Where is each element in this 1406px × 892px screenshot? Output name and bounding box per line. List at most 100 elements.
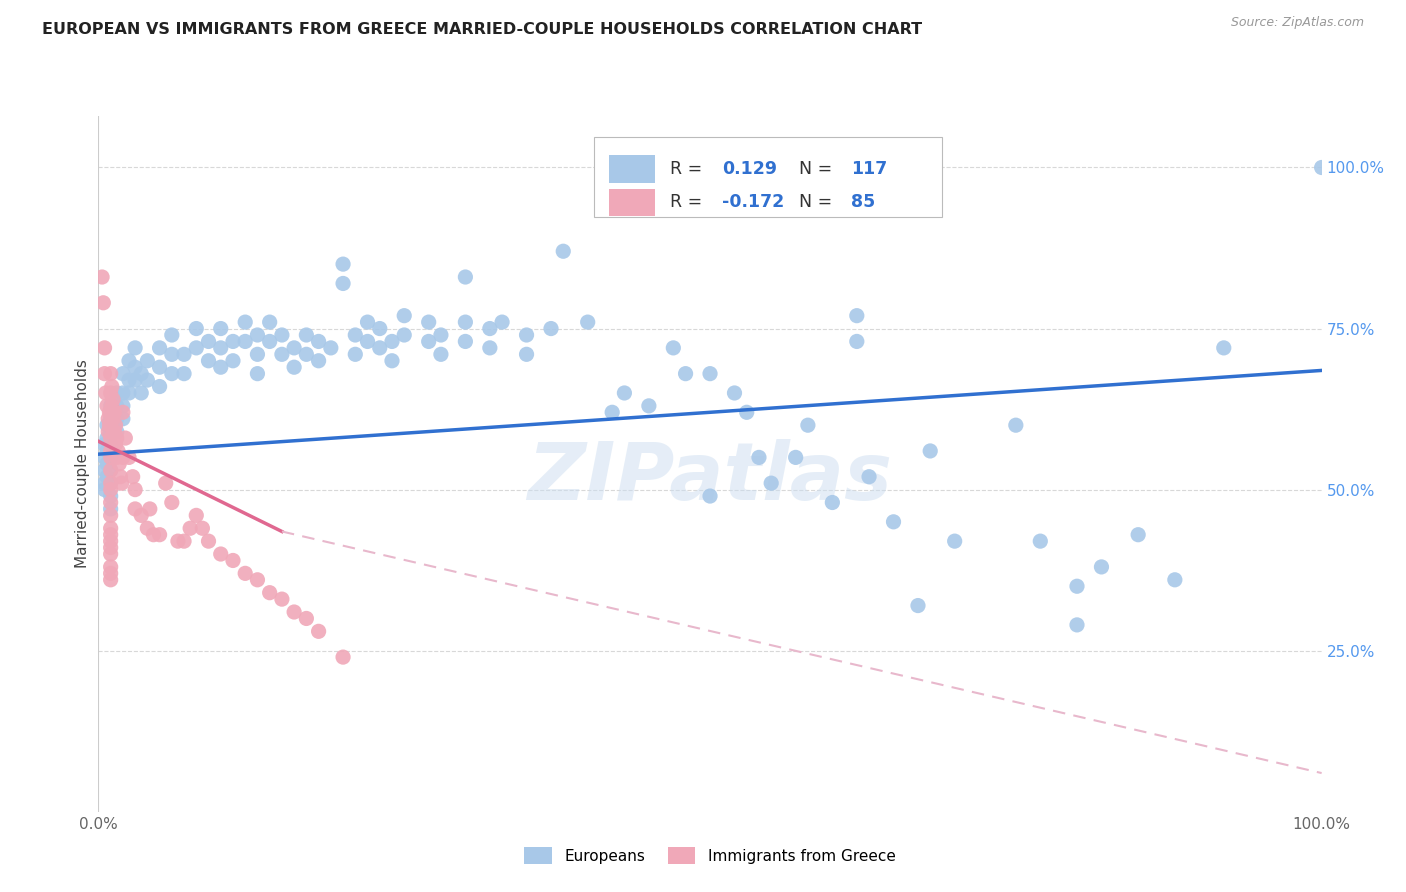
Point: [100, 534, 122, 549]
Point: [233, 334, 256, 349]
Point: [100, 541, 122, 555]
Point: [124, 373, 146, 387]
Text: R =: R =: [669, 160, 707, 178]
Point: [114, 431, 136, 445]
Point: [392, 328, 416, 343]
Point: [111, 399, 134, 413]
Point: [93, 450, 115, 465]
Point: [1066, 579, 1088, 593]
Point: [270, 328, 294, 343]
Point: [100, 411, 122, 425]
Point: [454, 334, 477, 349]
Point: [454, 270, 477, 285]
Point: [100, 489, 122, 503]
Point: [100, 437, 122, 451]
Point: [93, 341, 115, 355]
Point: [96, 457, 118, 471]
Point: [104, 437, 127, 451]
Point: [209, 321, 232, 335]
Point: [883, 515, 905, 529]
Point: [270, 592, 294, 607]
Point: [118, 386, 141, 401]
Point: [167, 534, 190, 549]
Point: [107, 444, 129, 458]
Point: [209, 360, 232, 375]
Point: [110, 469, 132, 483]
Point: [761, 476, 783, 491]
Point: [308, 334, 330, 349]
Point: [139, 502, 162, 516]
Legend: Europeans, Immigrants from Greece: Europeans, Immigrants from Greece: [519, 841, 901, 871]
Point: [160, 347, 183, 361]
Point: [259, 334, 281, 349]
Point: [356, 334, 378, 349]
Point: [149, 341, 172, 355]
Point: [295, 328, 318, 343]
Point: [105, 386, 128, 401]
Point: [723, 386, 745, 401]
Point: [100, 367, 122, 381]
Point: [101, 379, 124, 393]
Point: [246, 347, 269, 361]
Point: [111, 405, 134, 419]
Text: ZIPatlas: ZIPatlas: [527, 439, 893, 516]
Point: [173, 367, 195, 381]
Point: [91, 295, 114, 310]
Point: [515, 347, 537, 361]
Point: [100, 527, 122, 541]
Point: [478, 321, 501, 335]
Point: [100, 450, 122, 465]
FancyBboxPatch shape: [609, 188, 655, 217]
Point: [94, 386, 117, 401]
Point: [100, 450, 122, 465]
Point: [1212, 341, 1234, 355]
Point: [332, 650, 354, 665]
Point: [638, 399, 661, 413]
Point: [101, 411, 124, 425]
Point: [209, 341, 232, 355]
Point: [105, 450, 128, 465]
Point: [186, 508, 208, 523]
Point: [100, 502, 122, 516]
Point: [93, 463, 115, 477]
Point: [197, 353, 219, 368]
Point: [173, 347, 195, 361]
Point: [100, 566, 122, 581]
Point: [93, 483, 115, 497]
Point: [295, 347, 318, 361]
Point: [259, 585, 281, 599]
Point: [186, 341, 208, 355]
Point: [100, 405, 122, 419]
Point: [478, 341, 501, 355]
Point: [233, 566, 256, 581]
Point: [209, 547, 232, 561]
Point: [308, 353, 330, 368]
Point: [100, 418, 122, 433]
Point: [845, 334, 868, 349]
Point: [735, 405, 758, 419]
Point: [104, 418, 127, 433]
Point: [246, 328, 269, 343]
Text: R =: R =: [669, 194, 707, 211]
Point: [101, 392, 124, 407]
Point: [283, 341, 305, 355]
Point: [576, 315, 599, 329]
Point: [111, 476, 134, 491]
Text: Source: ZipAtlas.com: Source: ZipAtlas.com: [1230, 16, 1364, 29]
Point: [1310, 161, 1333, 175]
Y-axis label: Married-couple Households: Married-couple Households: [75, 359, 90, 568]
Point: [100, 476, 122, 491]
Point: [233, 315, 256, 329]
Point: [186, 321, 208, 335]
Point: [100, 386, 122, 401]
Point: [368, 341, 391, 355]
Point: [1090, 560, 1112, 574]
Point: [118, 373, 141, 387]
Point: [149, 379, 172, 393]
Point: [129, 367, 152, 381]
Point: [100, 508, 122, 523]
Point: [149, 527, 172, 541]
Point: [160, 367, 183, 381]
Point: [858, 469, 880, 483]
Point: [246, 573, 269, 587]
